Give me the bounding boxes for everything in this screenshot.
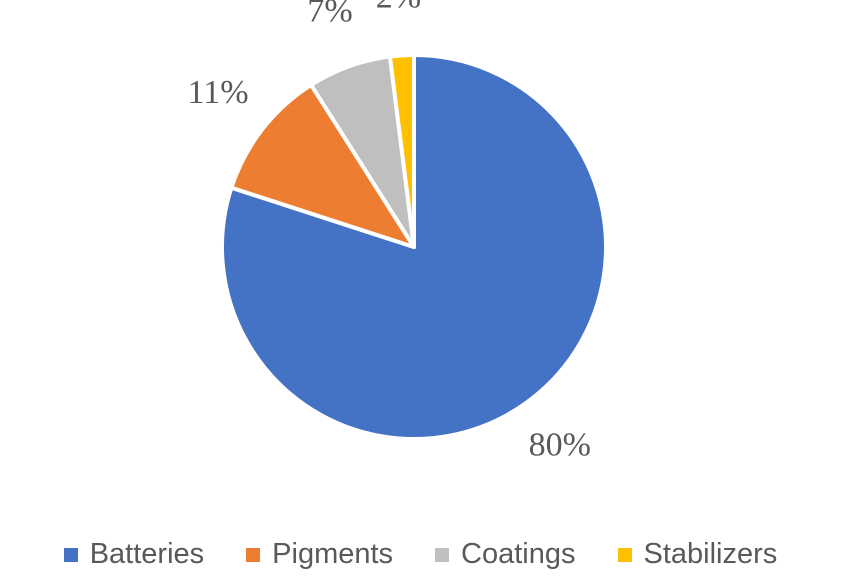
pie-slice [229,82,416,249]
value-label: 80% [529,426,591,463]
pie-slice [220,53,608,441]
value-label: 11% [188,74,249,111]
legend-item: Batteries [63,538,205,571]
legend-item: Stabilizers [617,538,778,571]
value-label: 2% [376,0,421,15]
legend-label: Coatings [461,538,576,570]
legend-label: Stabilizers [643,538,778,570]
legend-label: Batteries [89,538,205,570]
legend-swatch [63,547,78,562]
legend-item: Coatings [435,538,576,571]
legend-item: Pigments [246,538,393,571]
pie-slice [387,53,416,249]
legend-swatch [435,547,450,562]
legend-swatch [617,547,632,562]
pie-area: 80% 11% 7% 2% [188,0,608,463]
legend: Batteries Pigments Coatings Stabilizers [0,538,841,571]
value-label: 7% [307,0,352,29]
legend-label: Pigments [272,538,394,570]
legend-swatch [246,547,261,562]
